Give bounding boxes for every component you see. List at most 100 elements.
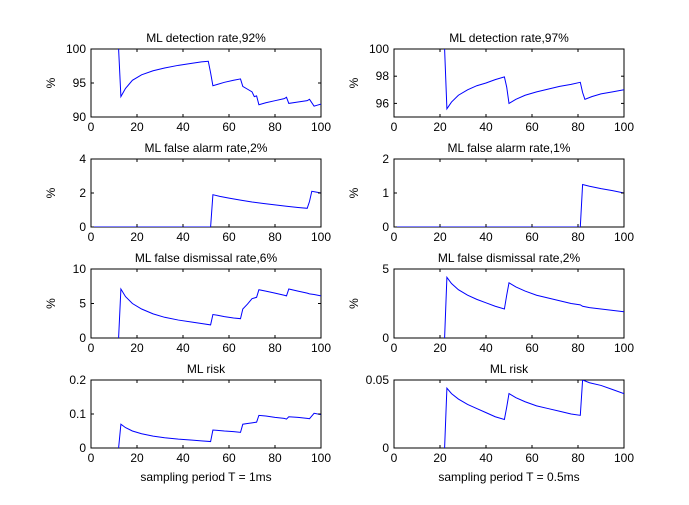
x-tick-label: 0 <box>88 230 95 244</box>
x-tick-label: 100 <box>614 120 634 134</box>
y-tick-label: 1 <box>382 186 389 200</box>
x-tick-label: 40 <box>176 120 190 134</box>
subplot-title: ML false dismissal rate,6% <box>135 251 278 265</box>
y-axis-label: % <box>347 77 361 88</box>
subplot-7: 0 20 40 60 80 100 0 0.1 0.2 ML risk sampling perio… <box>69 362 331 484</box>
x-tick-label: 20 <box>433 451 447 465</box>
subplot-title: ML false alarm rate,1% <box>448 141 571 155</box>
y-tick-label: 100 <box>66 42 86 56</box>
axes-box <box>90 379 322 449</box>
y-tick-label: 5 <box>79 297 86 311</box>
x-tick-label: 60 <box>525 120 539 134</box>
y-tick-label: 0 <box>382 331 389 345</box>
x-tick-label: 60 <box>222 120 236 134</box>
axes-box <box>393 268 625 339</box>
x-tick-label: 80 <box>571 451 585 465</box>
x-tick-label: 60 <box>222 451 236 465</box>
subplot-title: ML false alarm rate,2% <box>145 141 268 155</box>
x-tick-label: 40 <box>479 341 493 355</box>
x-tick-label: 0 <box>391 451 398 465</box>
subplot-title: ML risk <box>490 362 529 376</box>
x-tick-label: 20 <box>130 120 144 134</box>
y-tick-label: 98 <box>376 69 390 83</box>
x-tick-label: 80 <box>571 341 585 355</box>
y-axis-label: % <box>44 187 58 198</box>
y-tick-label: 4 <box>79 152 86 166</box>
series-line <box>394 183 624 227</box>
x-tick-label: 0 <box>391 120 398 134</box>
y-tick-label: 0.05 <box>366 373 390 387</box>
series-line <box>118 287 321 338</box>
y-tick-label: 0 <box>382 441 389 455</box>
x-tick-label: 40 <box>479 451 493 465</box>
y-tick-label: 0 <box>79 441 86 455</box>
x-tick-label: 0 <box>391 230 398 244</box>
x-tick-label: 60 <box>525 451 539 465</box>
y-tick-label: 10 <box>73 262 87 276</box>
y-tick-label: 90 <box>73 110 87 124</box>
x-tick-label: 20 <box>130 230 144 244</box>
y-axis-label: % <box>347 298 361 309</box>
x-tick-label: 80 <box>268 120 282 134</box>
x-tick-label: 20 <box>130 451 144 465</box>
y-axis-label: % <box>44 77 58 88</box>
series-line <box>444 49 624 111</box>
x-tick-label: 100 <box>311 451 331 465</box>
subplot-1: 0 20 40 60 80 100 90 95 100 ML detection rate,92%… <box>44 31 331 134</box>
x-tick-label: 80 <box>268 341 282 355</box>
subplot-5: 0 20 40 60 80 100 0 5 10 ML false dismissal rate,… <box>44 251 331 355</box>
x-tick-label: 60 <box>222 230 236 244</box>
y-axis-label: % <box>44 298 58 309</box>
axes-box <box>90 48 322 118</box>
x-tick-label: 0 <box>88 341 95 355</box>
subplot-4: 0 20 40 60 80 100 0 1 2 ML false alarm rate,1%% <box>347 141 634 244</box>
x-tick-label: 40 <box>479 230 493 244</box>
x-tick-label: 60 <box>525 230 539 244</box>
x-tick-label: 20 <box>433 230 447 244</box>
axes-box <box>393 158 625 228</box>
subplot-title: ML detection rate,92% <box>146 31 266 45</box>
subplot-title: ML detection rate,97% <box>449 31 569 45</box>
y-axis-label: % <box>347 187 361 198</box>
y-tick-label: 96 <box>376 96 390 110</box>
x-tick-label: 100 <box>614 230 634 244</box>
x-tick-label: 80 <box>571 230 585 244</box>
y-tick-label: 100 <box>369 42 389 56</box>
axes-box <box>90 268 322 339</box>
series-line <box>444 380 624 448</box>
y-tick-label: 0 <box>382 220 389 234</box>
x-tick-label: 60 <box>222 341 236 355</box>
axes-box <box>393 379 625 449</box>
subplot-title: ML false dismissal rate,2% <box>438 251 581 265</box>
x-tick-label: 20 <box>433 341 447 355</box>
x-tick-label: 0 <box>88 120 95 134</box>
axes-box <box>90 158 322 228</box>
y-tick-label: 2 <box>382 152 389 166</box>
subplot-2: 0 20 40 60 80 100 96 98 100 ML detection rate,97%… <box>347 31 634 134</box>
x-tick-label: 60 <box>525 341 539 355</box>
series-line <box>91 190 321 227</box>
x-tick-label: 20 <box>433 120 447 134</box>
x-tick-label: 100 <box>311 120 331 134</box>
y-tick-label: 95 <box>73 76 87 90</box>
y-tick-label: 0 <box>79 220 86 234</box>
y-tick-label: 0 <box>79 331 86 345</box>
series-line <box>118 49 321 107</box>
x-tick-label: 80 <box>268 230 282 244</box>
x-tick-label: 100 <box>311 341 331 355</box>
x-tick-label: 40 <box>176 230 190 244</box>
x-tick-label: 80 <box>571 120 585 134</box>
series-line <box>444 275 624 338</box>
x-tick-label: 100 <box>614 341 634 355</box>
subplot-3: 0 20 40 60 80 100 0 2 4 ML false alarm rate,2%% <box>44 141 331 244</box>
subplot-8: 0 20 40 60 80 100 0 0.05 ML risk sampling period … <box>366 362 635 484</box>
x-tick-label: 40 <box>479 120 493 134</box>
axes-box <box>393 48 625 118</box>
series-line <box>118 412 321 448</box>
x-tick-label: 0 <box>391 341 398 355</box>
y-tick-label: 2 <box>79 186 86 200</box>
subplot-title: ML risk <box>187 362 226 376</box>
x-tick-label: 40 <box>176 451 190 465</box>
y-tick-label: 5 <box>382 262 389 276</box>
